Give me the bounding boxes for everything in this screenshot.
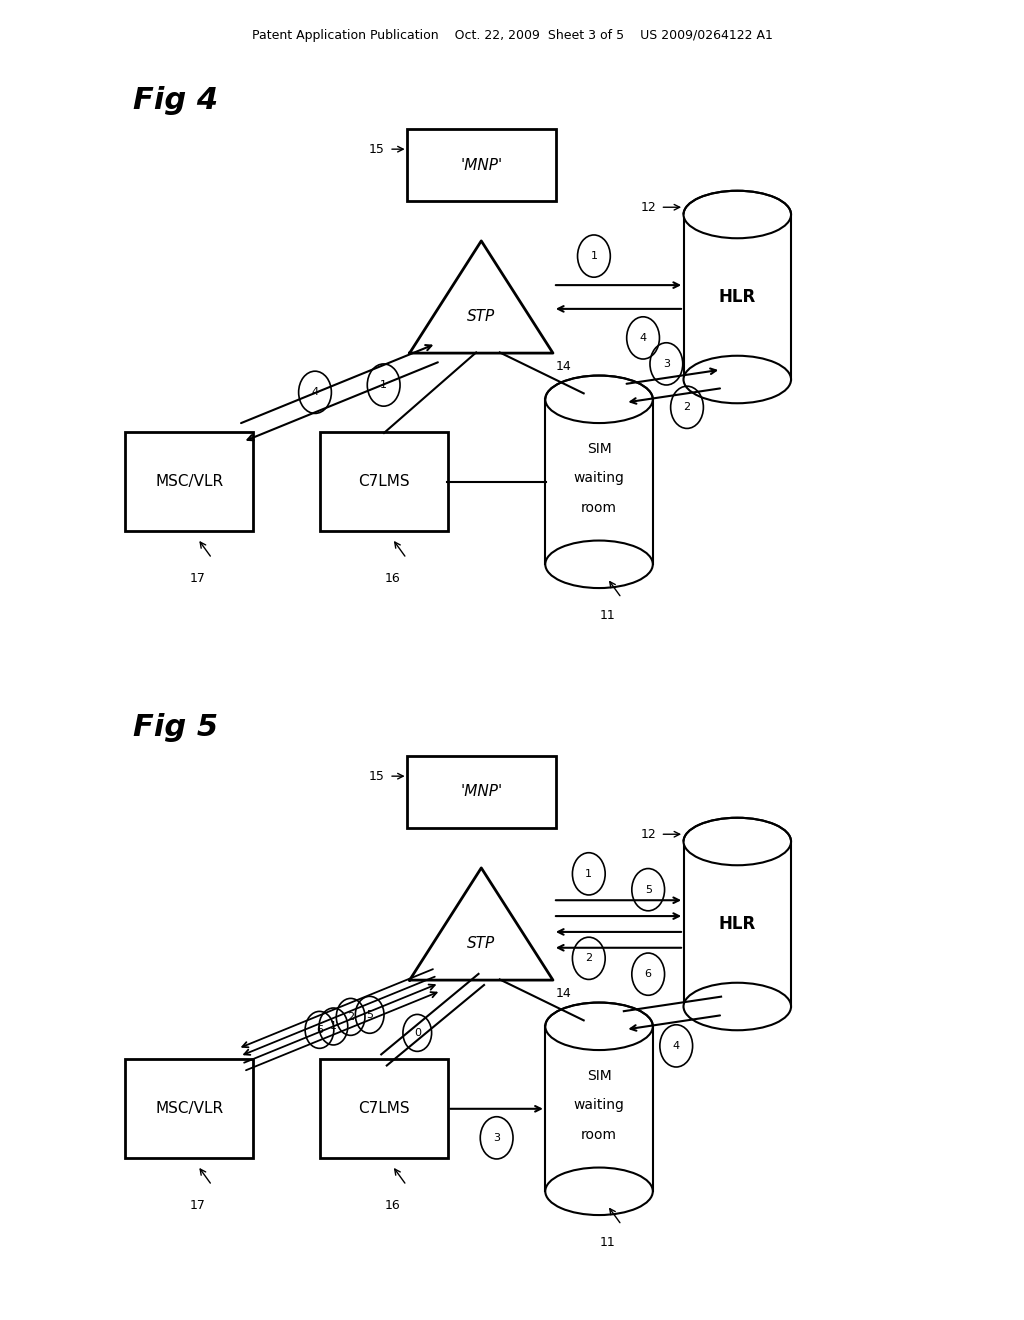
Text: 2: 2	[683, 403, 690, 412]
Text: SIM: SIM	[587, 1069, 611, 1082]
FancyBboxPatch shape	[545, 1027, 653, 1191]
Text: 0: 0	[414, 1028, 421, 1038]
Text: waiting: waiting	[573, 1098, 625, 1111]
Text: 6: 6	[316, 1024, 323, 1035]
Ellipse shape	[545, 1003, 653, 1051]
Text: 4: 4	[673, 1041, 680, 1051]
FancyBboxPatch shape	[319, 1059, 449, 1159]
Text: HLR: HLR	[719, 288, 756, 306]
Text: SIM: SIM	[587, 442, 611, 455]
Text: 14: 14	[556, 360, 571, 374]
Text: 'MNP': 'MNP'	[460, 784, 503, 800]
Text: 5: 5	[645, 884, 651, 895]
Text: 16: 16	[384, 1199, 400, 1212]
Text: room: room	[581, 1129, 617, 1142]
Ellipse shape	[545, 1167, 653, 1214]
Text: 11: 11	[599, 609, 615, 622]
FancyBboxPatch shape	[545, 399, 653, 565]
FancyBboxPatch shape	[125, 1059, 254, 1159]
Text: 'MNP': 'MNP'	[460, 157, 503, 173]
FancyBboxPatch shape	[125, 433, 254, 531]
FancyBboxPatch shape	[684, 842, 791, 1006]
Text: 15: 15	[369, 143, 385, 156]
Text: 6: 6	[645, 969, 651, 979]
Text: 3: 3	[663, 359, 670, 368]
Text: 12: 12	[641, 828, 656, 841]
Text: MSC/VLR: MSC/VLR	[156, 474, 223, 490]
Text: 11: 11	[599, 1236, 615, 1249]
Text: Fig 5: Fig 5	[133, 713, 218, 742]
Text: 16: 16	[384, 572, 400, 585]
Text: 2: 2	[347, 1012, 354, 1022]
Ellipse shape	[684, 190, 791, 238]
Text: 1: 1	[591, 251, 597, 261]
Text: C7LMS: C7LMS	[358, 474, 410, 490]
Text: STP: STP	[467, 936, 496, 952]
FancyBboxPatch shape	[684, 214, 791, 380]
Text: 17: 17	[189, 572, 206, 585]
Text: 17: 17	[189, 1199, 206, 1212]
Polygon shape	[410, 242, 553, 352]
Text: 1: 1	[330, 1022, 337, 1031]
Text: MSC/VLR: MSC/VLR	[156, 1101, 223, 1117]
Text: 1: 1	[380, 380, 387, 389]
Text: 4: 4	[640, 333, 646, 343]
Text: waiting: waiting	[573, 471, 625, 484]
FancyBboxPatch shape	[319, 433, 449, 531]
Text: Patent Application Publication    Oct. 22, 2009  Sheet 3 of 5    US 2009/0264122: Patent Application Publication Oct. 22, …	[252, 29, 772, 42]
FancyBboxPatch shape	[407, 755, 555, 829]
Ellipse shape	[684, 817, 791, 866]
Ellipse shape	[684, 982, 791, 1030]
Text: 1: 1	[586, 869, 592, 879]
Ellipse shape	[684, 355, 791, 404]
Text: 15: 15	[369, 770, 385, 783]
Ellipse shape	[545, 375, 653, 422]
Text: 5: 5	[367, 1010, 373, 1020]
FancyBboxPatch shape	[407, 128, 555, 201]
Text: 3: 3	[494, 1133, 500, 1143]
Text: room: room	[581, 502, 617, 515]
Text: Fig 4: Fig 4	[133, 86, 218, 115]
Text: STP: STP	[467, 309, 496, 325]
Text: 12: 12	[641, 201, 656, 214]
Text: 14: 14	[556, 987, 571, 1001]
Text: C7LMS: C7LMS	[358, 1101, 410, 1117]
Polygon shape	[410, 869, 553, 979]
Ellipse shape	[545, 541, 653, 589]
Text: HLR: HLR	[719, 915, 756, 933]
Text: 2: 2	[586, 953, 592, 964]
Text: 4: 4	[311, 387, 318, 397]
